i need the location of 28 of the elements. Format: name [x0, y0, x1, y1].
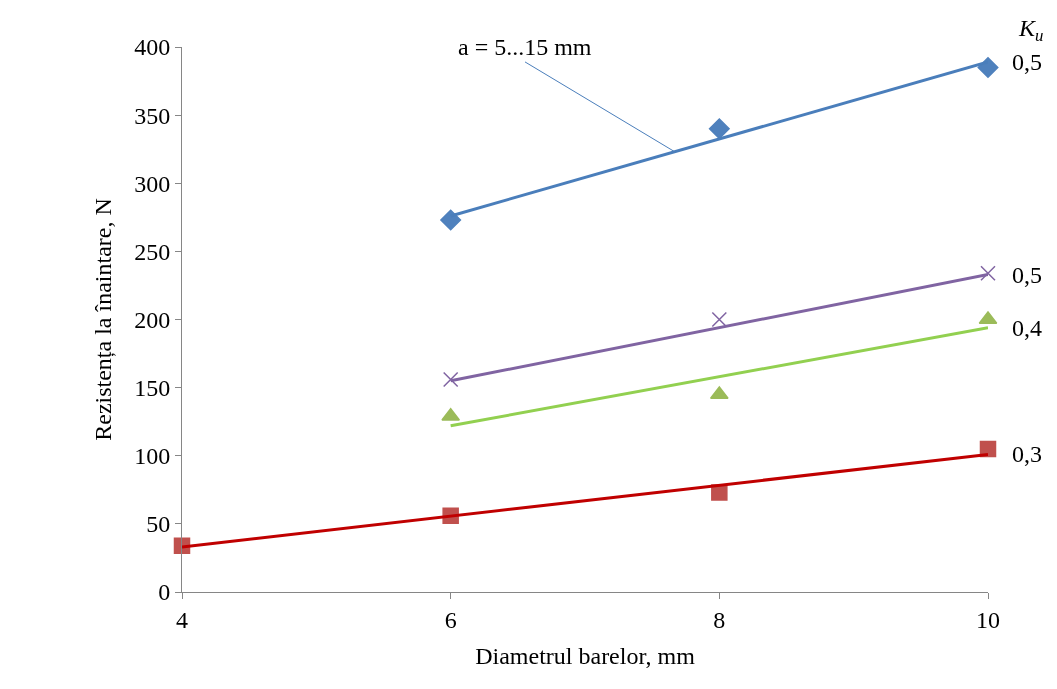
series-label: 0,5: [1012, 262, 1042, 288]
point: [440, 209, 462, 231]
point: [708, 118, 730, 140]
y-tick-label: 50: [146, 511, 171, 538]
x-axis-title: Diametrul barelor, mm: [475, 643, 696, 670]
point: [980, 265, 996, 281]
y-tick-label: 100: [134, 443, 171, 470]
point: [441, 407, 461, 421]
point: [442, 371, 459, 388]
x-tick-label: 10: [976, 606, 1000, 633]
series-label: 0,3: [1012, 441, 1042, 467]
annotation: a = 5...15 mm: [458, 34, 592, 60]
series-label: 0,5: [1012, 49, 1042, 75]
y-tick-label: 400: [134, 34, 171, 61]
point: [977, 56, 999, 78]
y-tick-label: 150: [134, 375, 171, 402]
point: [711, 311, 728, 328]
x-tick-label: 8: [713, 606, 726, 633]
series-label: 0,4: [1012, 315, 1042, 341]
y-tick-label: 350: [134, 102, 171, 129]
y-tick-label: 300: [134, 170, 171, 197]
x-tick-label: 4: [176, 606, 188, 633]
y-tick-label: 0: [158, 579, 171, 606]
y-axis-title: Rezistența la înaintare, N: [90, 198, 117, 441]
text: K$_{u}$: [1018, 15, 1044, 46]
y-tick-label: 250: [134, 238, 171, 265]
x-tick-label: 6: [444, 606, 457, 633]
y-tick-label: 200: [134, 306, 171, 333]
